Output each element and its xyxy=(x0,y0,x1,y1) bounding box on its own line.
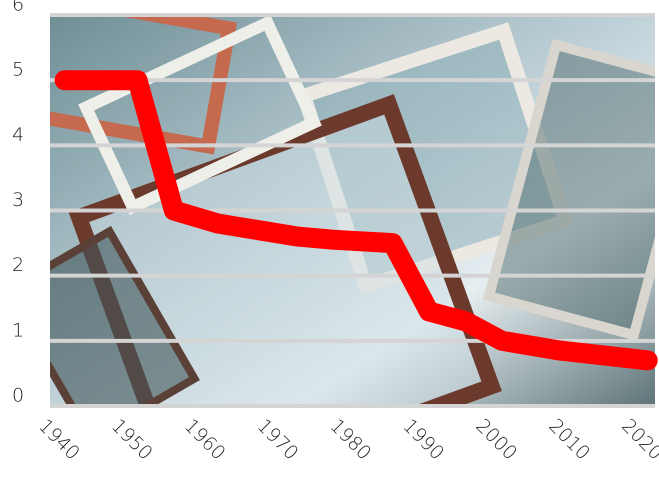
y-tick-label: 6 xyxy=(12,0,24,16)
x-tick-label: 1950 xyxy=(107,415,157,465)
x-tick-label: 1990 xyxy=(399,415,449,465)
x-tick-label: 1960 xyxy=(180,415,230,465)
x-tick-label: 1980 xyxy=(326,415,376,465)
y-tick-label: 2 xyxy=(12,254,24,276)
x-tick-label: 2010 xyxy=(544,415,594,465)
x-tick-label: 1970 xyxy=(253,415,303,465)
y-tick-label: 5 xyxy=(12,59,24,81)
x-tick-label: 2000 xyxy=(471,415,521,465)
y-tick-label: 4 xyxy=(12,124,24,146)
data-line xyxy=(54,70,658,371)
x-tick-label: 2020 xyxy=(617,415,659,465)
x-tick-label: 1940 xyxy=(34,415,84,465)
y-tick-label: 0 xyxy=(12,385,24,407)
y-tick-label: 3 xyxy=(12,189,24,211)
y-tick-label: 1 xyxy=(12,319,24,341)
